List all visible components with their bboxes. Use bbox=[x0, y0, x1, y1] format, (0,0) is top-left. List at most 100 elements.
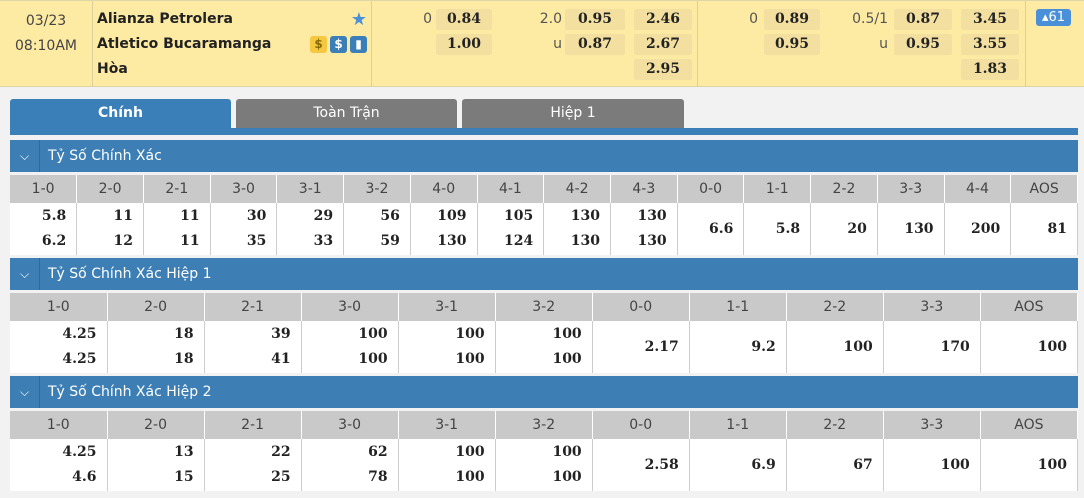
away-odds[interactable]: 41 bbox=[271, 351, 291, 367]
draw-odds[interactable]: 130 bbox=[877, 203, 945, 255]
odds-cell[interactable]: 3.45 bbox=[961, 9, 1019, 30]
home-odds[interactable]: 13 bbox=[174, 444, 194, 460]
away-odds[interactable]: 12 bbox=[113, 233, 133, 249]
away-odds[interactable]: 100 bbox=[455, 469, 485, 485]
dollar-icon[interactable]: $ bbox=[330, 36, 347, 53]
odds-cell[interactable]: 0.87 bbox=[565, 34, 625, 55]
away-odds[interactable]: 100 bbox=[455, 351, 485, 367]
tab-full-match[interactable]: Toàn Trận bbox=[236, 99, 457, 128]
score-odds-cell[interactable]: 130 130 bbox=[543, 203, 611, 255]
odds-cell[interactable]: 1.83 bbox=[961, 59, 1019, 80]
away-odds[interactable]: 130 bbox=[637, 233, 667, 249]
draw-odds[interactable]: 170 bbox=[883, 321, 981, 373]
home-odds[interactable]: 100 bbox=[552, 444, 582, 460]
home-odds[interactable]: 18 bbox=[174, 326, 194, 342]
away-odds[interactable]: 78 bbox=[368, 469, 388, 485]
coin-icon[interactable]: $ bbox=[310, 36, 327, 53]
draw-odds[interactable]: 81 bbox=[1010, 203, 1078, 255]
away-odds[interactable]: 18 bbox=[174, 351, 194, 367]
draw-odds[interactable]: 200 bbox=[944, 203, 1012, 255]
away-odds[interactable]: 15 bbox=[174, 469, 194, 485]
score-odds-cell[interactable]: 62 78 bbox=[301, 439, 399, 491]
tab-half-1[interactable]: Hiệp 1 bbox=[462, 99, 684, 128]
odds-cell[interactable]: 2.67 bbox=[634, 34, 692, 55]
stats-icon[interactable]: ▮ bbox=[350, 36, 367, 53]
score-odds-cell[interactable]: 18 18 bbox=[107, 321, 205, 373]
home-odds[interactable]: 4.25 bbox=[62, 444, 97, 460]
away-odds[interactable]: 11 bbox=[180, 233, 200, 249]
score-odds-cell[interactable]: 100 100 bbox=[495, 321, 593, 373]
score-odds-cell[interactable]: 105 124 bbox=[477, 203, 545, 255]
odds-cell[interactable]: 0.89 bbox=[764, 9, 820, 30]
away-odds[interactable]: 33 bbox=[313, 233, 334, 249]
section-header[interactable]: ⌵ Tỷ Số Chính Xác Hiệp 1 bbox=[10, 258, 1078, 290]
score-odds-cell[interactable]: 4.25 4.25 bbox=[10, 321, 108, 373]
home-odds[interactable]: 5.8 bbox=[41, 208, 67, 224]
score-odds-cell[interactable]: 30 35 bbox=[210, 203, 278, 255]
home-odds[interactable]: 56 bbox=[380, 208, 400, 224]
section-header[interactable]: ⌵ Tỷ Số Chính Xác bbox=[10, 140, 1078, 172]
home-odds[interactable]: 130 bbox=[637, 208, 667, 224]
chevron-down-icon[interactable]: ⌵ bbox=[10, 376, 40, 408]
away-odds[interactable]: 59 bbox=[380, 233, 400, 249]
odds-cell[interactable]: 0.95 bbox=[565, 9, 625, 30]
away-odds[interactable]: 130 bbox=[570, 233, 600, 249]
home-odds[interactable]: 11 bbox=[113, 208, 133, 224]
home-odds[interactable]: 100 bbox=[455, 444, 485, 460]
away-odds[interactable]: 124 bbox=[504, 233, 534, 249]
score-odds-cell[interactable]: 100 100 bbox=[398, 439, 496, 491]
star-icon[interactable]: ★ bbox=[350, 9, 367, 30]
score-odds-cell[interactable]: 56 59 bbox=[343, 203, 411, 255]
score-odds-cell[interactable]: 4.25 4.6 bbox=[10, 439, 108, 491]
home-odds[interactable]: 30 bbox=[246, 208, 267, 224]
away-odds[interactable]: 4.6 bbox=[72, 469, 97, 485]
draw-odds[interactable]: 6.6 bbox=[677, 203, 745, 255]
odds-cell[interactable]: 0.87 bbox=[894, 9, 952, 30]
home-team[interactable]: Alianza Petrolera bbox=[97, 11, 233, 27]
score-odds-cell[interactable]: 130 130 bbox=[610, 203, 678, 255]
draw-odds[interactable]: 67 bbox=[786, 439, 884, 491]
away-odds[interactable]: 130 bbox=[437, 233, 467, 249]
odds-cell[interactable]: 0.95 bbox=[894, 34, 952, 55]
draw-odds[interactable]: 5.8 bbox=[743, 203, 812, 255]
home-odds[interactable]: 11 bbox=[180, 208, 200, 224]
chevron-down-icon[interactable]: ⌵ bbox=[10, 140, 40, 172]
draw-odds[interactable]: 20 bbox=[810, 203, 878, 255]
draw-odds[interactable]: 100 bbox=[980, 321, 1079, 373]
more-markets-button[interactable]: ▴61 bbox=[1036, 9, 1072, 26]
score-odds-cell[interactable]: 109 130 bbox=[410, 203, 478, 255]
draw-odds[interactable]: 2.17 bbox=[592, 321, 690, 373]
score-odds-cell[interactable]: 5.8 6.2 bbox=[10, 203, 78, 255]
away-odds[interactable]: 100 bbox=[358, 351, 388, 367]
odds-cell[interactable]: 0.84 bbox=[436, 9, 492, 30]
odds-cell[interactable]: 0.95 bbox=[764, 34, 820, 55]
home-odds[interactable]: 105 bbox=[504, 208, 534, 224]
away-odds[interactable]: 4.25 bbox=[62, 351, 97, 367]
home-odds[interactable]: 100 bbox=[358, 326, 388, 342]
score-odds-cell[interactable]: 100 100 bbox=[398, 321, 496, 373]
home-odds[interactable]: 29 bbox=[313, 208, 334, 224]
home-odds[interactable]: 39 bbox=[271, 326, 291, 342]
draw-odds[interactable]: 100 bbox=[980, 439, 1079, 491]
score-odds-cell[interactable]: 29 33 bbox=[276, 203, 345, 255]
odds-cell[interactable]: 1.00 bbox=[436, 34, 492, 55]
home-odds[interactable]: 109 bbox=[437, 208, 467, 224]
away-team[interactable]: Atletico Bucaramanga bbox=[97, 36, 272, 52]
odds-cell[interactable]: 2.95 bbox=[634, 59, 692, 80]
draw-odds[interactable]: 100 bbox=[786, 321, 884, 373]
draw-odds[interactable]: 6.9 bbox=[689, 439, 787, 491]
away-odds[interactable]: 100 bbox=[552, 469, 582, 485]
draw-odds[interactable]: 9.2 bbox=[689, 321, 787, 373]
draw-odds[interactable]: 100 bbox=[883, 439, 981, 491]
score-odds-cell[interactable]: 39 41 bbox=[204, 321, 302, 373]
away-odds[interactable]: 100 bbox=[552, 351, 582, 367]
home-odds[interactable]: 62 bbox=[368, 444, 388, 460]
home-odds[interactable]: 130 bbox=[570, 208, 600, 224]
chevron-down-icon[interactable]: ⌵ bbox=[10, 258, 40, 290]
score-odds-cell[interactable]: 100 100 bbox=[301, 321, 399, 373]
score-odds-cell[interactable]: 13 15 bbox=[107, 439, 205, 491]
score-odds-cell[interactable]: 22 25 bbox=[204, 439, 302, 491]
score-odds-cell[interactable]: 11 12 bbox=[76, 203, 144, 255]
score-odds-cell[interactable]: 11 11 bbox=[143, 203, 211, 255]
score-odds-cell[interactable]: 100 100 bbox=[495, 439, 593, 491]
